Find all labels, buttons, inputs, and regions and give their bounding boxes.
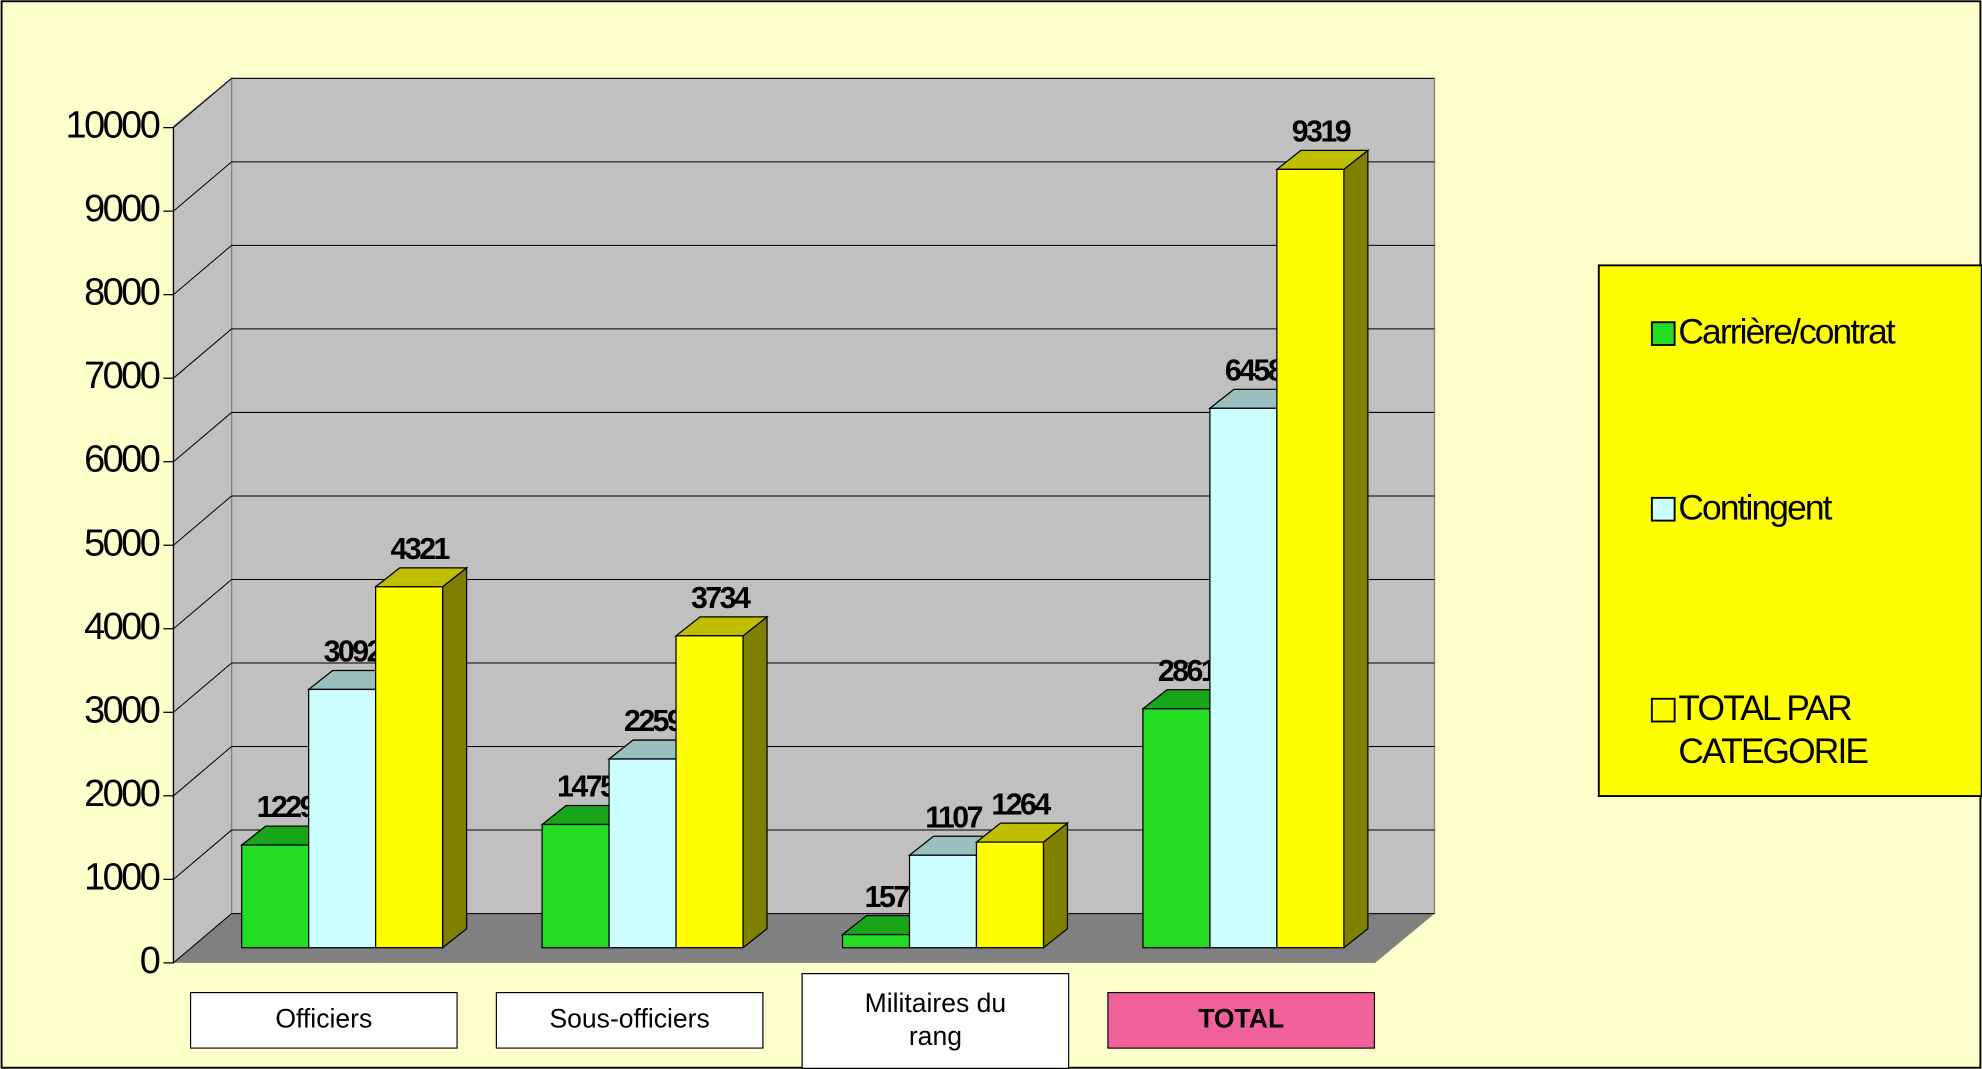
value-label: 4321: [391, 533, 451, 566]
x-tick-label: Officiers: [189, 991, 458, 1049]
grid-line: [173, 77, 232, 129]
grid-line: [173, 579, 232, 630]
bar-front: [908, 854, 978, 949]
floor: [173, 913, 1435, 963]
bar-front: [975, 841, 1045, 949]
value-label: 1229: [257, 791, 316, 824]
y-tick-label: 10000: [66, 105, 160, 147]
bar-front: [841, 933, 911, 949]
y-tick-label: 9000: [84, 188, 160, 230]
bar-front: [541, 823, 610, 949]
category-box: Officiers: [189, 991, 458, 1049]
bar-front: [1276, 168, 1345, 949]
legend-label: Carrière/contrat: [1678, 312, 1895, 352]
bar-front: [1142, 708, 1211, 949]
value-label: 1264: [991, 788, 1051, 821]
x-tick-label: Sous-officiers: [495, 991, 764, 1049]
y-tick-label: 3000: [84, 689, 160, 731]
value-label: 2861: [1158, 655, 1218, 688]
grid-line: [173, 746, 232, 797]
grid-line: [173, 161, 232, 212]
value-label: 6458: [1225, 355, 1284, 388]
grid-line: [173, 495, 232, 546]
bar-front: [374, 586, 444, 949]
bar-front: [608, 758, 677, 949]
grid-line: [173, 245, 232, 296]
bar-side: [1042, 821, 1069, 949]
bar: [1275, 149, 1370, 949]
value-label: 1475: [557, 771, 617, 804]
y-tick-label: 1000: [84, 856, 160, 898]
x-tick-label: Militaires du rang: [801, 972, 1070, 1069]
legend-label-box: Contingent: [1678, 487, 1832, 527]
bar-side: [1343, 149, 1369, 949]
grid-line: [173, 662, 232, 713]
legend-label: Contingent: [1678, 487, 1832, 527]
y-tick-label: 8000: [84, 272, 160, 314]
y-tick-label: 4000: [84, 606, 160, 648]
value-label: 3734: [691, 582, 751, 615]
y-tick-label: 0: [140, 940, 160, 982]
x-tick-label: TOTAL: [1107, 991, 1376, 1049]
grid-line: [173, 913, 232, 964]
category-box: TOTAL: [1107, 991, 1376, 1049]
bar-front: [1209, 407, 1278, 949]
bar: [674, 615, 769, 949]
category-box: Militaires du rang: [801, 972, 1070, 1069]
y-tick-label: 7000: [84, 355, 160, 397]
legend-label-box: TOTAL PAR CATEGORIE: [1678, 688, 1869, 771]
bar: [974, 821, 1070, 949]
bar-side: [441, 566, 468, 949]
value-label: 9319: [1292, 116, 1351, 149]
value-label: 2259: [624, 705, 683, 738]
y-tick-label: 2000: [84, 773, 160, 815]
y-tick-label: 6000: [84, 439, 160, 481]
grid-line: [173, 328, 232, 379]
value-label: 3092: [324, 636, 383, 669]
bar-front: [308, 688, 377, 949]
category-box: Sous-officiers: [495, 991, 764, 1049]
legend-swatch: [1650, 697, 1676, 723]
value-label: 157: [865, 881, 910, 914]
grid-line: [173, 412, 232, 463]
value-label: 1107: [925, 801, 982, 834]
bar-front: [675, 635, 744, 949]
legend-label-box: Carrière/contrat: [1678, 312, 1895, 352]
bar-side: [742, 615, 768, 949]
bar-front: [241, 844, 310, 949]
grid-line: [173, 829, 232, 880]
legend-swatch: [1650, 496, 1676, 522]
legend-label: TOTAL PAR CATEGORIE: [1678, 688, 1869, 771]
y-tick-label: 5000: [84, 522, 160, 564]
legend-swatch: [1650, 321, 1676, 346]
bar: [373, 566, 469, 949]
